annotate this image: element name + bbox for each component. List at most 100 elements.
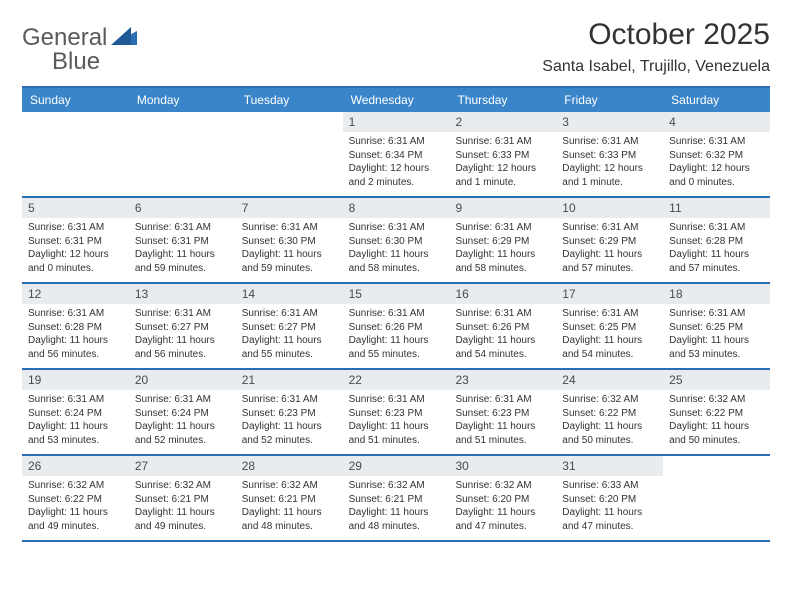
day-number: 19	[22, 370, 129, 390]
day-number: 29	[343, 456, 450, 476]
sunset-line: Sunset: 6:26 PM	[455, 321, 550, 335]
daylight-line: Daylight: 11 hours and 53 minutes.	[28, 420, 123, 447]
sunrise-line: Sunrise: 6:31 AM	[135, 307, 230, 321]
day-body: Sunrise: 6:31 AMSunset: 6:30 PMDaylight:…	[343, 218, 450, 281]
day-cell: 1Sunrise: 6:31 AMSunset: 6:34 PMDaylight…	[343, 112, 450, 196]
day-body: Sunrise: 6:31 AMSunset: 6:25 PMDaylight:…	[663, 304, 770, 367]
day-cell	[22, 112, 129, 196]
day-number: 23	[449, 370, 556, 390]
day-cell: 22Sunrise: 6:31 AMSunset: 6:23 PMDayligh…	[343, 370, 450, 454]
day-cell: 15Sunrise: 6:31 AMSunset: 6:26 PMDayligh…	[343, 284, 450, 368]
daylight-line: Daylight: 11 hours and 49 minutes.	[28, 506, 123, 533]
sunset-line: Sunset: 6:33 PM	[562, 149, 657, 163]
sunset-line: Sunset: 6:28 PM	[669, 235, 764, 249]
day-body: Sunrise: 6:31 AMSunset: 6:30 PMDaylight:…	[236, 218, 343, 281]
day-number: 22	[343, 370, 450, 390]
day-cell: 14Sunrise: 6:31 AMSunset: 6:27 PMDayligh…	[236, 284, 343, 368]
logo-mark-icon	[111, 27, 137, 50]
logo-word-2: Blue	[52, 48, 100, 75]
sunset-line: Sunset: 6:27 PM	[135, 321, 230, 335]
day-body: Sunrise: 6:31 AMSunset: 6:25 PMDaylight:…	[556, 304, 663, 367]
sunrise-line: Sunrise: 6:31 AM	[242, 307, 337, 321]
sunrise-line: Sunrise: 6:33 AM	[562, 479, 657, 493]
sunrise-line: Sunrise: 6:31 AM	[455, 307, 550, 321]
day-cell: 6Sunrise: 6:31 AMSunset: 6:31 PMDaylight…	[129, 198, 236, 282]
day-cell: 16Sunrise: 6:31 AMSunset: 6:26 PMDayligh…	[449, 284, 556, 368]
sunrise-line: Sunrise: 6:31 AM	[455, 393, 550, 407]
day-body	[22, 132, 129, 141]
day-body: Sunrise: 6:32 AMSunset: 6:22 PMDaylight:…	[663, 390, 770, 453]
daylight-line: Daylight: 11 hours and 49 minutes.	[135, 506, 230, 533]
daylight-line: Daylight: 11 hours and 53 minutes.	[669, 334, 764, 361]
day-body: Sunrise: 6:31 AMSunset: 6:33 PMDaylight:…	[556, 132, 663, 195]
day-cell: 26Sunrise: 6:32 AMSunset: 6:22 PMDayligh…	[22, 456, 129, 540]
sunrise-line: Sunrise: 6:31 AM	[135, 221, 230, 235]
day-cell: 31Sunrise: 6:33 AMSunset: 6:20 PMDayligh…	[556, 456, 663, 540]
day-body: Sunrise: 6:31 AMSunset: 6:29 PMDaylight:…	[556, 218, 663, 281]
day-cell: 27Sunrise: 6:32 AMSunset: 6:21 PMDayligh…	[129, 456, 236, 540]
day-number: 15	[343, 284, 450, 304]
daylight-line: Daylight: 12 hours and 1 minute.	[455, 162, 550, 189]
day-cell	[236, 112, 343, 196]
sunset-line: Sunset: 6:30 PM	[349, 235, 444, 249]
sunrise-line: Sunrise: 6:31 AM	[669, 221, 764, 235]
dayhead-row: Sunday Monday Tuesday Wednesday Thursday…	[22, 88, 770, 112]
sunset-line: Sunset: 6:24 PM	[135, 407, 230, 421]
day-body: Sunrise: 6:31 AMSunset: 6:28 PMDaylight:…	[22, 304, 129, 367]
day-number: 17	[556, 284, 663, 304]
sunset-line: Sunset: 6:31 PM	[135, 235, 230, 249]
daylight-line: Daylight: 11 hours and 50 minutes.	[562, 420, 657, 447]
header: General October 2025 Santa Isabel, Truji…	[22, 18, 770, 76]
day-cell: 9Sunrise: 6:31 AMSunset: 6:29 PMDaylight…	[449, 198, 556, 282]
day-body: Sunrise: 6:31 AMSunset: 6:24 PMDaylight:…	[129, 390, 236, 453]
sunset-line: Sunset: 6:25 PM	[669, 321, 764, 335]
sunset-line: Sunset: 6:27 PM	[242, 321, 337, 335]
week-row: 1 Sunrise: 6:31 AM Sunset: 6:34 PM Daylight…	[22, 112, 770, 198]
sunset-line: Sunset: 6:31 PM	[28, 235, 123, 249]
day-number: 14	[236, 284, 343, 304]
day-number	[22, 112, 129, 132]
day-cell	[129, 112, 236, 196]
sunset-line: Sunset: 6:32 PM	[669, 149, 764, 163]
day-number: 25	[663, 370, 770, 390]
daylight-line: Daylight: 11 hours and 52 minutes.	[242, 420, 337, 447]
daylight-line: Daylight: 12 hours and 0 minutes.	[669, 162, 764, 189]
day-number: 10	[556, 198, 663, 218]
day-body: Sunrise: 6:31 AMSunset: 6:24 PMDaylight:…	[22, 390, 129, 453]
day-number	[129, 112, 236, 132]
daylight-line: Daylight: 11 hours and 51 minutes.	[349, 420, 444, 447]
daylight-line: Daylight: 11 hours and 58 minutes.	[455, 248, 550, 275]
sunset-line: Sunset: 6:29 PM	[455, 235, 550, 249]
sunset-line: Sunset: 6:23 PM	[349, 407, 444, 421]
day-number: 7	[236, 198, 343, 218]
day-body	[663, 476, 770, 485]
sunrise-line: Sunrise: 6:32 AM	[135, 479, 230, 493]
sunset-line: Sunset: 6:22 PM	[28, 493, 123, 507]
day-number: 24	[556, 370, 663, 390]
day-cell: 25Sunrise: 6:32 AMSunset: 6:22 PMDayligh…	[663, 370, 770, 454]
week-row: 5Sunrise: 6:31 AMSunset: 6:31 PMDaylight…	[22, 198, 770, 284]
sunrise-line: Sunrise: 6:31 AM	[669, 135, 764, 149]
day-body	[236, 132, 343, 141]
daylight-line: Daylight: 11 hours and 54 minutes.	[562, 334, 657, 361]
daylight-line: Daylight: 11 hours and 50 minutes.	[669, 420, 764, 447]
day-cell: 24Sunrise: 6:32 AMSunset: 6:22 PMDayligh…	[556, 370, 663, 454]
day-body: Sunrise: 6:32 AMSunset: 6:20 PMDaylight:…	[449, 476, 556, 539]
day-number: 13	[129, 284, 236, 304]
daylight-line: Daylight: 11 hours and 56 minutes.	[135, 334, 230, 361]
calendar: Sunday Monday Tuesday Wednesday Thursday…	[22, 86, 770, 542]
sunrise-line: Sunrise: 6:31 AM	[562, 135, 657, 149]
weeks-container: 1 Sunrise: 6:31 AM Sunset: 6:34 PM Daylight…	[22, 112, 770, 542]
daylight-line: Daylight: 11 hours and 52 minutes.	[135, 420, 230, 447]
sunset-line: Sunset: 6:30 PM	[242, 235, 337, 249]
day-body: Sunrise: 6:31 AMSunset: 6:23 PMDaylight:…	[343, 390, 450, 453]
day-number: 16	[449, 284, 556, 304]
sunset-line: Sunset: 6:34 PM	[349, 149, 444, 163]
day-number: 1	[343, 112, 450, 132]
sunset-line: Sunset: 6:21 PM	[349, 493, 444, 507]
day-body: Sunrise: 6:31 AMSunset: 6:23 PMDaylight:…	[236, 390, 343, 453]
dayhead-saturday: Saturday	[663, 88, 770, 112]
sunset-line: Sunset: 6:21 PM	[242, 493, 337, 507]
sunrise-line: Sunrise: 6:31 AM	[242, 221, 337, 235]
day-body: Sunrise: 6:31 AMSunset: 6:33 PMDaylight:…	[449, 132, 556, 195]
